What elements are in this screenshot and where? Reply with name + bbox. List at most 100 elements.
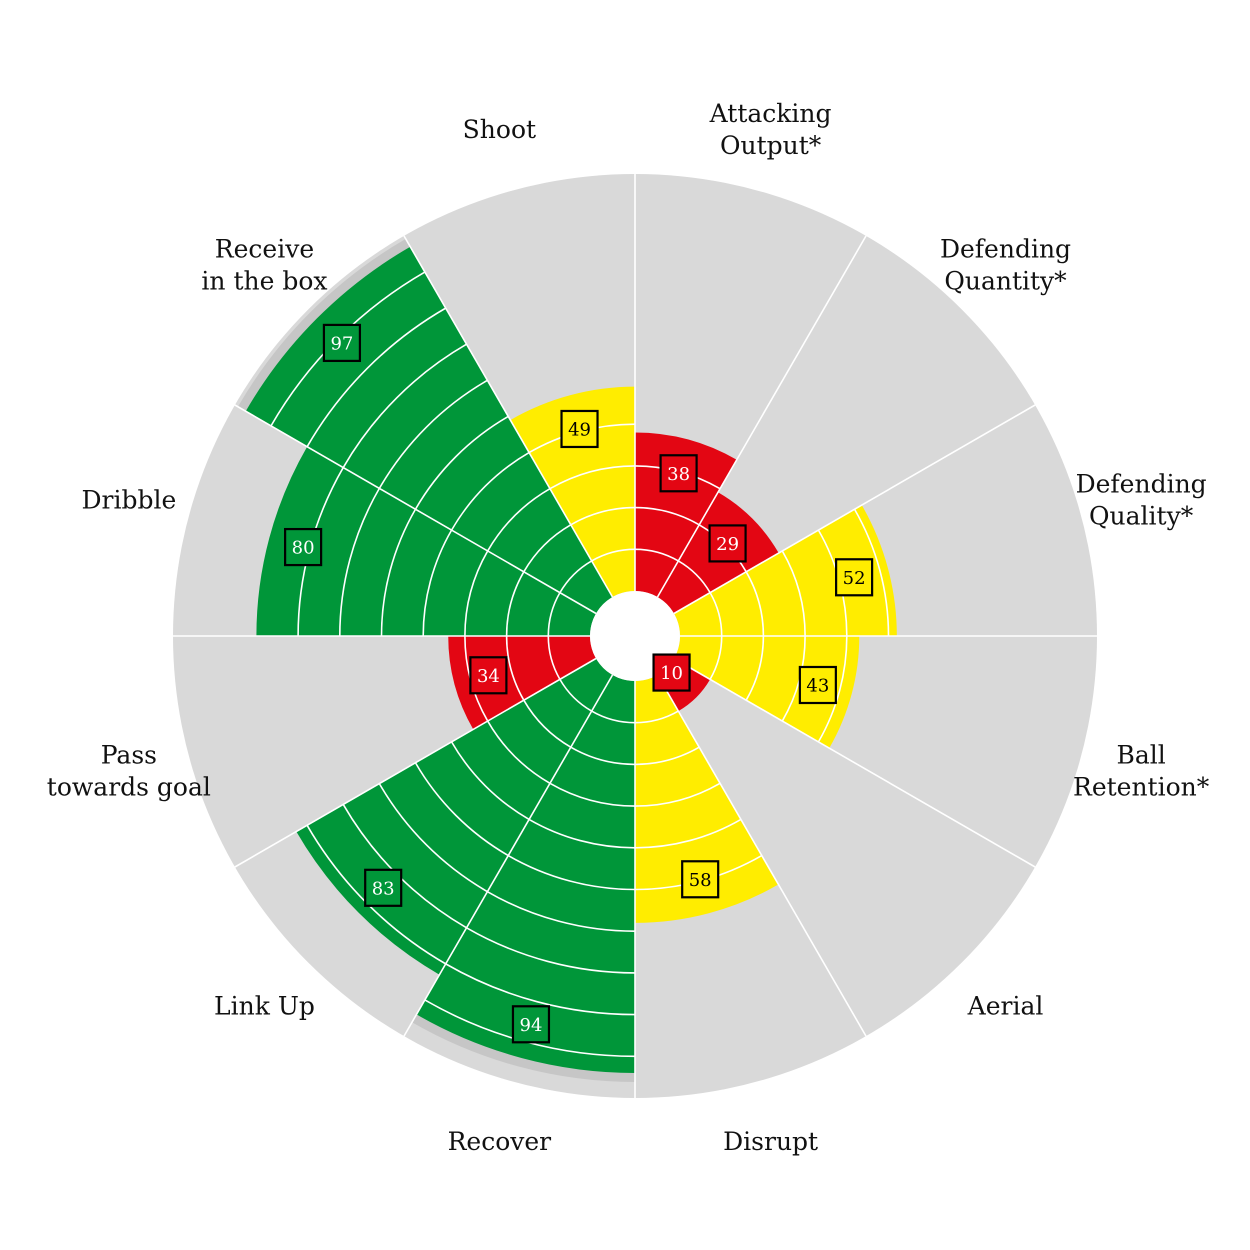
value-text: 29 bbox=[716, 534, 739, 555]
bar-gridline bbox=[745, 571, 765, 637]
category-label-line: Link Up bbox=[214, 992, 315, 1021]
bar-gridline bbox=[634, 746, 700, 766]
bar bbox=[416, 674, 635, 1073]
bar-gridline bbox=[414, 762, 509, 857]
bar-gridline bbox=[414, 415, 509, 510]
bar-gridline bbox=[523, 699, 572, 748]
bar-gridline bbox=[634, 506, 700, 526]
bar-gridline bbox=[547, 592, 561, 637]
bar-gridline bbox=[549, 465, 636, 490]
category-label: Dribble bbox=[81, 485, 176, 514]
value-box bbox=[364, 868, 403, 907]
bar-gridline bbox=[486, 720, 551, 785]
category-label: Receive in the box bbox=[201, 234, 327, 295]
category-label-line: in the box bbox=[201, 266, 327, 295]
separators-layer bbox=[173, 174, 1097, 1098]
value-label: 52 bbox=[835, 558, 874, 597]
value-label: 97 bbox=[322, 323, 362, 363]
value-label: 10 bbox=[652, 653, 691, 692]
value-text: 49 bbox=[568, 419, 591, 440]
category-label-line: Quality* bbox=[1089, 501, 1194, 530]
bar-gridline bbox=[549, 782, 636, 807]
bar-gridline bbox=[677, 560, 711, 594]
bar-gridline bbox=[450, 741, 530, 821]
value-label: 80 bbox=[284, 527, 323, 567]
bar-gridline bbox=[486, 487, 551, 552]
segment-separator bbox=[656, 235, 867, 598]
category-label-line: Pass bbox=[101, 741, 157, 770]
value-label: 38 bbox=[659, 454, 698, 493]
value-text: 43 bbox=[806, 675, 829, 696]
value-box bbox=[284, 527, 323, 567]
bar-gridline bbox=[559, 560, 593, 594]
bar-gridline bbox=[507, 854, 636, 891]
value-label: 43 bbox=[798, 665, 837, 705]
bar-gridline bbox=[591, 548, 636, 562]
value-box bbox=[659, 454, 698, 493]
bar-gridline bbox=[445, 963, 636, 1016]
bar-gridline bbox=[709, 592, 723, 637]
value-text: 80 bbox=[292, 538, 315, 559]
category-label-line: Shoot bbox=[463, 115, 536, 144]
category-label-line: Attacking bbox=[709, 99, 832, 128]
bar-gridline bbox=[342, 343, 467, 468]
bar-gridline bbox=[570, 746, 636, 766]
value-box bbox=[511, 1005, 551, 1044]
value-box bbox=[708, 524, 747, 563]
value-text: 10 bbox=[660, 663, 683, 684]
category-label: Defending Quantity* bbox=[940, 234, 1071, 295]
value-box bbox=[681, 860, 720, 899]
bar-gridline bbox=[378, 379, 488, 489]
category-label: Disrupt bbox=[723, 1127, 818, 1156]
value-text: 58 bbox=[689, 870, 712, 891]
value-box bbox=[560, 409, 599, 449]
value-box bbox=[798, 665, 837, 705]
value-label: 29 bbox=[708, 524, 747, 563]
value-box bbox=[835, 558, 874, 597]
bar-gridline bbox=[634, 818, 742, 849]
bar-gridline bbox=[634, 710, 679, 724]
bar bbox=[673, 636, 860, 749]
category-labels-layer: Attacking Output*Defending Quantity*Defend… bbox=[47, 99, 1210, 1156]
segment-separator bbox=[234, 404, 597, 615]
category-label: Aerial bbox=[967, 992, 1044, 1021]
bar-gridline bbox=[853, 508, 890, 637]
category-label-line: Dribble bbox=[81, 485, 176, 514]
bar-gridline bbox=[547, 635, 561, 680]
category-label: Pass towards goal bbox=[47, 741, 211, 802]
bar-gridline bbox=[487, 890, 636, 932]
value-text: 97 bbox=[330, 333, 353, 354]
category-label-line: towards goal bbox=[47, 773, 211, 802]
segment-separator bbox=[673, 657, 1036, 868]
bar-gridline bbox=[745, 635, 765, 701]
bar-gridline bbox=[634, 548, 679, 562]
bar-gridline bbox=[505, 571, 525, 637]
category-label-line: Quantity* bbox=[944, 266, 1067, 295]
segment-separator bbox=[234, 657, 597, 868]
value-text: 38 bbox=[667, 464, 690, 485]
value-text: 52 bbox=[843, 568, 866, 589]
category-label: Attacking Output* bbox=[709, 99, 832, 160]
value-boxes-layer: 38 29 52 43 10 58 94 83 34 80 97 49 bbox=[284, 323, 874, 1044]
bar-gridline bbox=[817, 635, 848, 743]
bar-gridline bbox=[466, 927, 636, 974]
value-label: 58 bbox=[681, 860, 720, 899]
value-box bbox=[469, 656, 508, 695]
category-label-line: Defending bbox=[940, 234, 1071, 263]
category-label-line: Receive bbox=[215, 234, 314, 263]
bar-gridline bbox=[591, 710, 636, 724]
bar-gridline bbox=[380, 508, 417, 637]
category-label: Shoot bbox=[463, 115, 536, 144]
bar-gridline bbox=[528, 818, 636, 849]
value-text: 94 bbox=[520, 1015, 543, 1036]
bar bbox=[673, 505, 897, 636]
value-text: 34 bbox=[477, 666, 500, 687]
category-label-line: Ball bbox=[1117, 741, 1166, 770]
category-label: Defending Quality* bbox=[1076, 469, 1207, 530]
bar bbox=[510, 386, 635, 598]
bar-gridline bbox=[709, 635, 723, 680]
category-label: Ball Retention* bbox=[1073, 741, 1210, 802]
category-label: Link Up bbox=[214, 992, 315, 1021]
category-label-line: Retention* bbox=[1073, 773, 1210, 802]
